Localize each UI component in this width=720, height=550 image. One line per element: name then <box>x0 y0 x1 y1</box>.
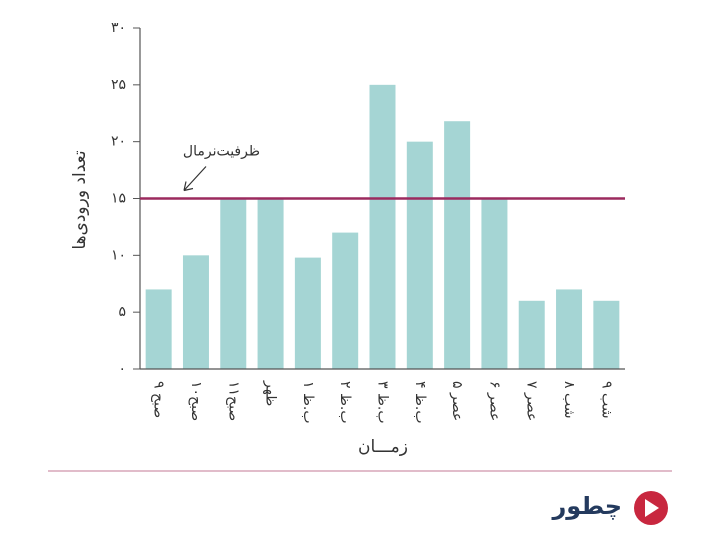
x-tick-label: ظهر <box>263 380 279 406</box>
y-tick-label: ۰ <box>118 361 126 377</box>
y-tick-label: ۵ <box>118 304 126 320</box>
y-tick-label: ۳۰ <box>111 20 126 36</box>
x-tick-label: ۳ ب.ظ <box>375 381 391 424</box>
bar <box>332 232 359 369</box>
x-tick-label: ۸ شب <box>561 381 577 418</box>
x-tick-label: ۱ ب.ظ <box>300 381 316 424</box>
bar <box>145 289 172 369</box>
x-tick-label: ۹ صبح <box>151 381 167 418</box>
bar <box>556 289 583 369</box>
y-axis-title: تعداد ورودی‌ها <box>70 150 90 249</box>
bar <box>257 198 284 369</box>
x-tick-label: ۹ شب <box>598 381 614 418</box>
x-axis-title: زمـــان <box>358 437 408 457</box>
reference-label: ظرفیت‌نرمال <box>183 144 260 160</box>
logo-text: چطور <box>551 492 622 520</box>
reference-arrow <box>183 166 207 191</box>
y-tick-label: ۱۰ <box>111 247 126 263</box>
x-tick-label: ۵ عصر <box>449 381 465 421</box>
bar <box>220 198 247 369</box>
y-tick-label: ۲۰ <box>111 134 126 150</box>
bar <box>294 257 321 369</box>
x-tick-label: ۲ ب.ظ <box>337 381 353 424</box>
bar <box>406 141 433 369</box>
logo-play <box>645 499 659 517</box>
bar <box>182 255 209 369</box>
y-tick-label: ۱۵ <box>111 191 126 207</box>
bar <box>481 198 508 369</box>
bar <box>593 300 620 369</box>
reference-arrowhead <box>183 181 194 192</box>
x-tick-label: ۴ ب.ظ <box>412 381 428 424</box>
y-tick-label: ۲۵ <box>111 77 126 93</box>
bar <box>518 300 545 369</box>
x-tick-label: ۶ عصر <box>486 381 502 421</box>
bar <box>444 121 471 369</box>
x-tick-label: ۱۱صبح <box>225 381 241 421</box>
x-tick-label: ۱۰صبح <box>188 381 204 421</box>
x-tick-label: ۷ عصر <box>524 381 540 421</box>
bar <box>369 84 396 369</box>
logo: چطور <box>551 491 668 525</box>
